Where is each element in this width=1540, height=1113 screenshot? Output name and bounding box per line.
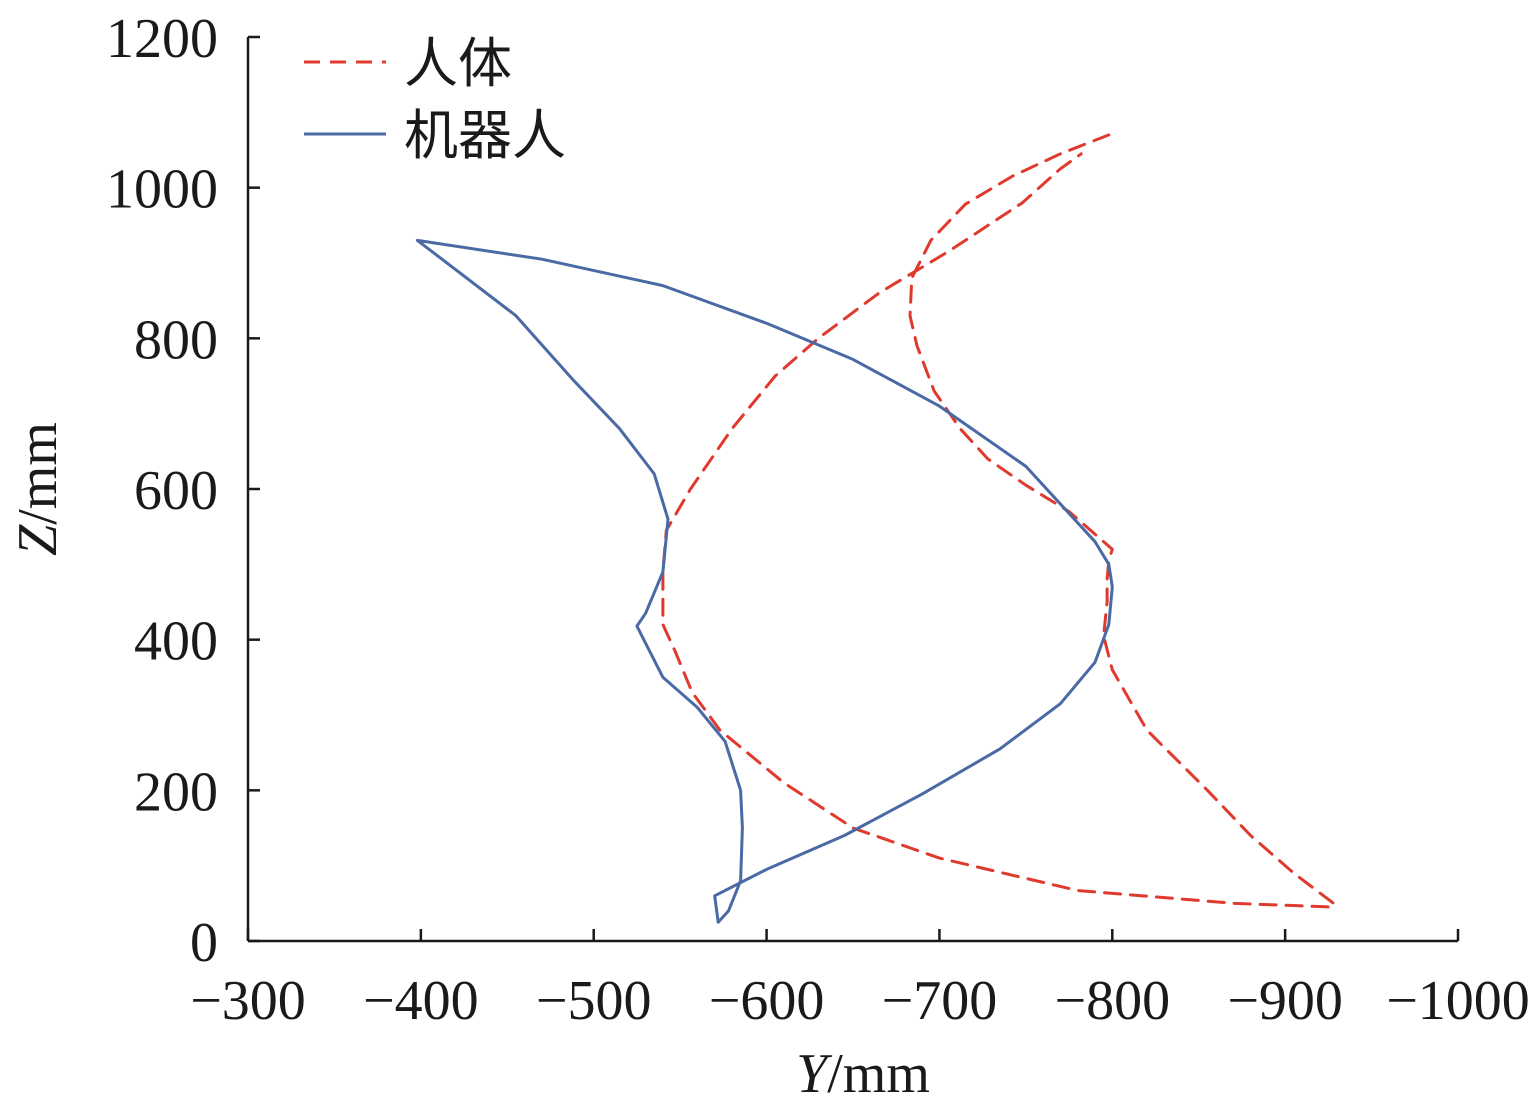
legend-label-human: 人体	[404, 32, 512, 95]
x-tick-label: −500	[536, 970, 652, 1032]
y-tick-label: 600	[134, 460, 218, 522]
series-line-human	[661, 133, 1335, 909]
y-tick-label: 0	[190, 912, 218, 974]
x-tick-label: −600	[709, 970, 825, 1032]
x-tick-label: −300	[190, 970, 306, 1032]
plot-area	[415, 133, 1335, 924]
legend-label-robot: 机器人	[404, 104, 566, 167]
x-tick-label: −700	[882, 970, 998, 1032]
y-tick-label: 1000	[106, 159, 218, 221]
x-tick-label: −1000	[1386, 970, 1530, 1032]
x-tick-label: −400	[363, 970, 479, 1032]
axes: −300 −400 −500 −600 −700 −800 −900 −1000 0 200 400…	[7, 8, 1530, 1105]
x-tick-label: −900	[1227, 970, 1343, 1032]
x-tick-label: −800	[1054, 970, 1170, 1032]
y-tick-label: 200	[134, 761, 218, 823]
y-tick-label: 1200	[106, 8, 218, 70]
x-axis-title: Y/mm	[796, 1043, 930, 1105]
y-tick-label: 800	[134, 309, 218, 371]
y-axis-title: Z/mm	[7, 422, 69, 556]
y-tick-label: 400	[134, 611, 218, 673]
series-line-robot	[415, 238, 1114, 924]
